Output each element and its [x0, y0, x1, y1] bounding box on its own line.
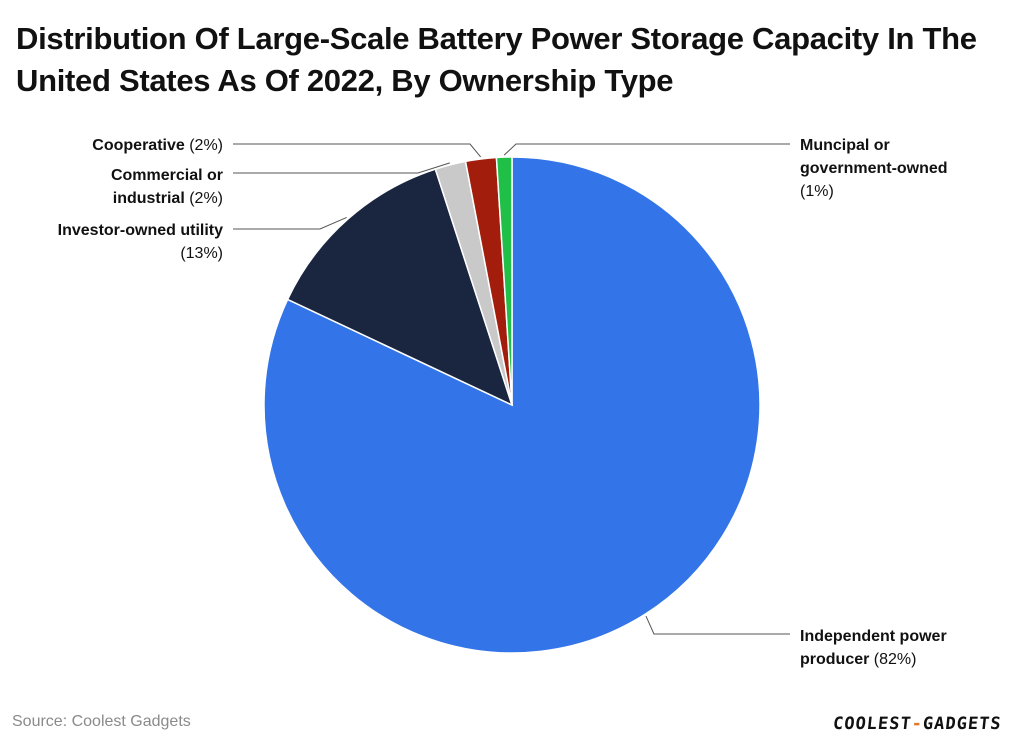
- slice-label: Investor-owned utility (13%): [58, 222, 223, 262]
- chart-title: Distribution Of Large-Scale Battery Powe…: [16, 21, 977, 98]
- leader-line: [645, 615, 790, 635]
- leader-line: [503, 143, 790, 156]
- leader-line: [233, 162, 450, 174]
- brand-right: GADGETS: [922, 714, 1004, 734]
- pie-slice-muncipal-or-government-owned: [495, 156, 513, 406]
- slice-label: Muncipal or government-owned (1%): [800, 137, 948, 200]
- pie-slice-investor-owned-utility: [286, 168, 514, 407]
- slice-label: Commercial or industrial (2%): [111, 167, 223, 207]
- pie-slices: [263, 156, 761, 654]
- slice-label: Cooperative (2%): [92, 137, 223, 154]
- brand-logo: COOLEST-GADGETS: [832, 714, 1003, 734]
- slice-label: Independent power producer (82%): [800, 628, 947, 668]
- leader-lines: [233, 143, 790, 635]
- source-note: Source: Coolest Gadgets: [12, 713, 191, 730]
- brand-left: COOLEST: [832, 714, 914, 734]
- leader-line: [233, 143, 482, 158]
- leader-line: [233, 217, 347, 230]
- slice-labels: Independent power producer (82%) Investor-…: [58, 137, 948, 668]
